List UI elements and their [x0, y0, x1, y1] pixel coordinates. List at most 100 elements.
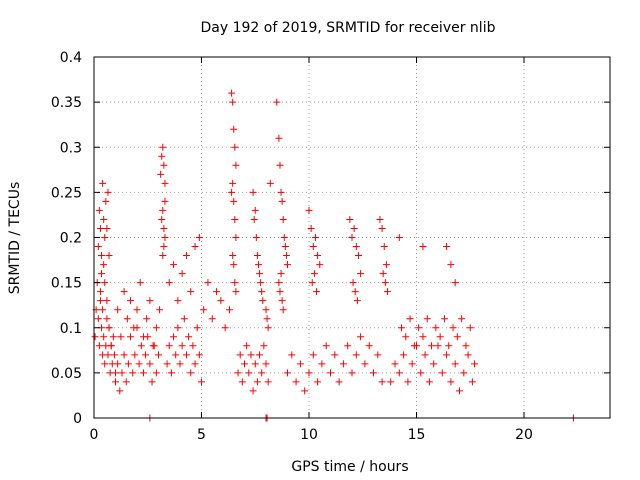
data-point — [280, 234, 288, 241]
data-point — [112, 369, 119, 377]
data-point — [103, 315, 111, 323]
data-point — [124, 360, 132, 368]
data-point — [301, 387, 309, 395]
data-point — [122, 378, 130, 386]
data-point — [400, 351, 408, 359]
data-point — [217, 297, 225, 305]
data-point — [259, 297, 267, 305]
data-point — [232, 161, 240, 169]
data-point — [137, 342, 145, 350]
data-point — [114, 360, 122, 368]
data-point — [100, 261, 108, 269]
data-point — [352, 351, 360, 359]
data-point — [231, 215, 239, 223]
data-point — [327, 369, 334, 377]
data-point — [152, 324, 160, 332]
data-point — [241, 360, 248, 368]
data-point — [419, 333, 427, 341]
data-point — [146, 297, 154, 305]
data-point — [335, 378, 343, 386]
data-point — [447, 378, 455, 386]
data-point — [263, 315, 271, 323]
data-point — [417, 369, 425, 377]
data-point — [458, 315, 466, 323]
y-tick-label: 0.3 — [60, 140, 82, 156]
data-point — [391, 360, 399, 368]
data-point — [305, 369, 313, 377]
data-point — [348, 369, 356, 377]
data-point — [160, 161, 168, 169]
data-point — [178, 270, 186, 278]
data-point — [204, 279, 212, 287]
data-point — [311, 234, 319, 241]
data-point — [282, 252, 290, 260]
data-point — [195, 351, 203, 359]
data-point — [449, 324, 457, 332]
data-point — [170, 261, 178, 269]
data-point — [471, 360, 479, 368]
data-point — [229, 179, 237, 187]
data-point — [228, 188, 236, 196]
data-point — [103, 224, 111, 232]
data-point — [159, 206, 167, 214]
data-point — [230, 197, 238, 205]
x-tick-label: 20 — [515, 427, 533, 443]
data-point — [419, 243, 427, 251]
data-point — [434, 342, 442, 350]
data-point — [322, 342, 330, 350]
data-point — [131, 351, 139, 359]
data-point — [232, 288, 240, 296]
data-point — [308, 279, 316, 287]
data-point — [281, 243, 289, 251]
data-point — [105, 252, 113, 260]
data-point — [256, 351, 264, 359]
y-axis-label: SRMTID / TECUs — [7, 182, 23, 295]
data-point — [464, 351, 472, 359]
data-point — [380, 243, 388, 251]
data-point — [353, 297, 361, 305]
data-point — [139, 369, 147, 377]
data-point — [310, 270, 318, 278]
data-point — [376, 215, 384, 223]
data-point — [174, 324, 182, 332]
data-point — [231, 143, 239, 151]
data-point — [114, 306, 122, 314]
data-point — [189, 342, 197, 350]
data-point — [182, 252, 190, 260]
data-point — [101, 234, 109, 241]
data-point — [191, 243, 199, 251]
data-point — [107, 342, 115, 350]
data-point — [348, 234, 356, 241]
data-point — [193, 324, 201, 332]
data-point — [436, 333, 444, 341]
data-point — [104, 351, 112, 359]
data-point — [243, 342, 251, 350]
data-point — [228, 89, 236, 97]
y-tick-label: 0.35 — [51, 95, 82, 111]
data-point — [288, 351, 296, 359]
y-tick-labels: 0 0.05 0.1 0.15 0.2 0.25 0.3 0.35 0.4 — [51, 50, 82, 427]
data-point — [425, 378, 433, 386]
data-point — [133, 306, 141, 314]
data-point — [152, 369, 160, 377]
data-point — [378, 224, 386, 232]
data-point — [443, 243, 451, 251]
data-point — [382, 261, 390, 269]
data-point — [117, 333, 125, 341]
data-point — [451, 279, 459, 287]
data-point — [438, 369, 446, 377]
data-point — [262, 360, 270, 368]
data-point — [284, 369, 291, 377]
data-point — [404, 378, 412, 386]
data-point — [292, 378, 300, 386]
data-point — [104, 188, 112, 196]
data-point — [198, 378, 205, 386]
data-point — [130, 324, 138, 332]
y-tick-label: 0 — [73, 411, 82, 427]
data-point — [161, 197, 169, 205]
data-point — [95, 206, 103, 214]
data-point — [313, 288, 321, 296]
data-point — [460, 369, 468, 377]
data-point — [95, 342, 103, 350]
